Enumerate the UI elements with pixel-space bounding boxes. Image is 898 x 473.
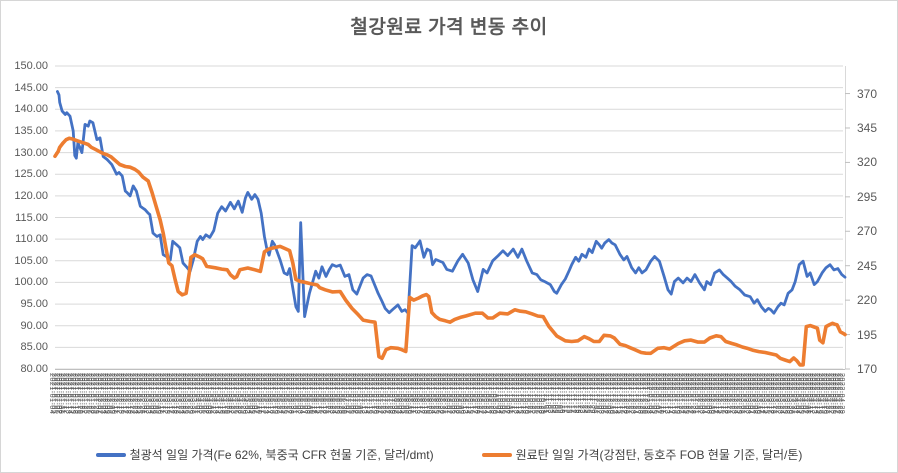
- legend-label-iron-ore: 철광석 일일 가격(Fe 62%, 북중국 CFR 현물 기준, 달러/dmt): [129, 448, 434, 462]
- y-axis-left-tick-label: 105.00: [14, 254, 48, 267]
- legend-item-iron-ore: 철광석 일일 가격(Fe 62%, 북중국 CFR 현물 기준, 달러/dmt): [95, 446, 434, 463]
- legend-item-coking-coal: 원료탄 일일 가격(강점탄, 동호주 FOB 현물 기준, 달러/톤): [481, 446, 803, 463]
- y-axis-left-tick-label: 110.00: [15, 233, 48, 246]
- y-axis-left-tick-label: 125.00: [14, 168, 48, 181]
- legend-label-coking-coal: 원료탄 일일 가격(강점탄, 동호주 FOB 현물 기준, 달러/톤): [515, 448, 803, 462]
- y-axis-left-tick-label: 115.00: [15, 211, 48, 224]
- y-axis-left-tick-label: 140.00: [14, 103, 48, 116]
- y-axis-left-tick-label: 135.00: [14, 124, 48, 137]
- y-axis-right-tick-label: 195: [857, 327, 878, 342]
- y-axis-left-tick-label: 145.00: [14, 81, 48, 94]
- y-axis-left-tick-label: 120.00: [14, 189, 48, 202]
- y-axis-right-tick-label: 220: [857, 293, 878, 308]
- y-axis-right-tick-label: 245: [857, 258, 878, 273]
- y-axis-right-tick-label: 295: [857, 189, 878, 204]
- y-axis-left-tick-label: 100.00: [14, 276, 48, 289]
- iron-ore-price-line: [56, 90, 847, 319]
- y-axis-left-tick-label: 80.00: [20, 363, 48, 375]
- y-axis-left-tick-label: 95.00: [20, 298, 48, 311]
- iron-ore-line-swatch-icon: [95, 452, 126, 457]
- y-axis-right-tick-label: 320: [857, 155, 878, 170]
- y-axis-left-tick-label: 150.00: [14, 60, 48, 72]
- y-axis-right-tick-label: 370: [857, 86, 878, 101]
- y-axis-right-tick-label: 170: [857, 362, 878, 376]
- y-axis-right-tick-label: 270: [857, 224, 878, 239]
- coking-coal-line-swatch-icon: [481, 452, 512, 457]
- coking-coal-price-line: [53, 136, 847, 367]
- y-axis-left-tick-label: 130.00: [14, 146, 48, 159]
- legend: 철광석 일일 가격(Fe 62%, 북중국 CFR 현물 기준, 달러/dmt)…: [0, 446, 898, 463]
- y-axis-left-tick-label: 90.00: [20, 319, 48, 332]
- y-axis-right-tick-label: 345: [857, 120, 878, 135]
- y-axis-left-tick-label: 85.00: [20, 341, 48, 354]
- chart-title: 철강원료 가격 변동 추이: [350, 17, 548, 38]
